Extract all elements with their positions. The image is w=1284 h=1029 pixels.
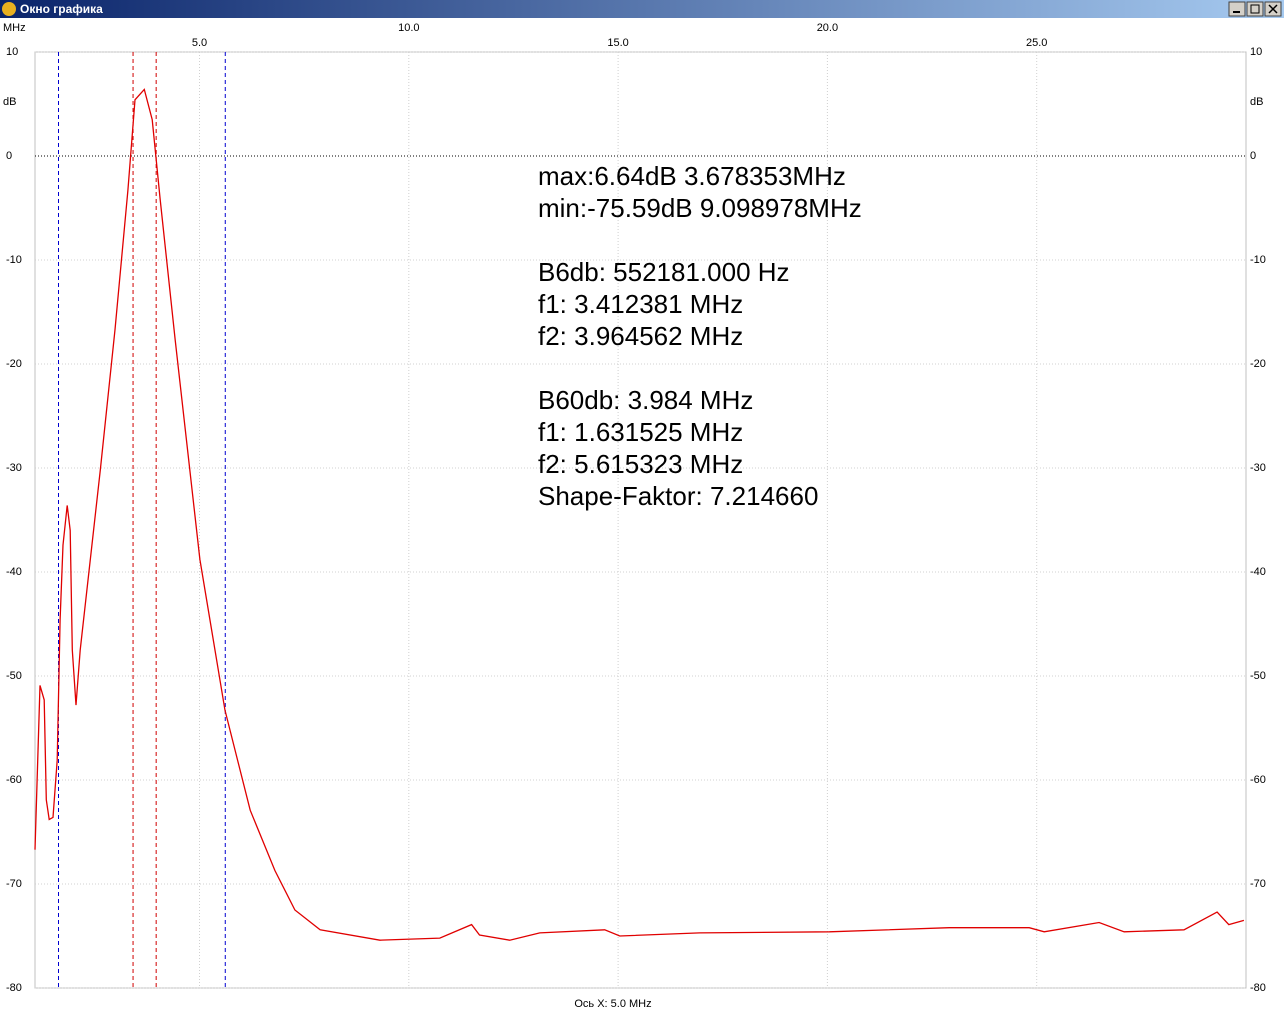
y-tick-label-left: 0 bbox=[6, 150, 12, 162]
x-tick-label: 25.0 bbox=[1026, 37, 1047, 49]
y-tick-label-right: -40 bbox=[1250, 566, 1266, 578]
y-tick-label-right: -10 bbox=[1250, 254, 1266, 266]
annotation-line: f2: 5.615323 MHz bbox=[538, 449, 743, 479]
y-tick-label-right: 10 bbox=[1250, 46, 1262, 58]
annotation-line: f1: 3.412381 MHz bbox=[538, 289, 743, 319]
y-tick-label-left: -10 bbox=[6, 254, 22, 266]
x-axis-note: Ось X: 5.0 MHz bbox=[574, 998, 651, 1010]
x-tick-label: 20.0 bbox=[817, 22, 838, 34]
trace bbox=[34, 88, 1245, 941]
maximize-icon bbox=[1250, 4, 1260, 14]
y-tick-label-left: -20 bbox=[6, 358, 22, 370]
y-unit-right: dB bbox=[1250, 96, 1263, 108]
y-tick-label-right: -80 bbox=[1250, 982, 1266, 994]
y-tick-label-right: 0 bbox=[1250, 150, 1256, 162]
y-tick-label-left: -50 bbox=[6, 670, 22, 682]
annotation-line: B60db: 3.984 MHz bbox=[538, 385, 753, 415]
y-tick-label-right: -50 bbox=[1250, 670, 1266, 682]
y-tick-label-left: -40 bbox=[6, 566, 22, 578]
annotation-line: Shape-Faktor: 7.214660 bbox=[538, 481, 818, 511]
y-tick-label-right: -70 bbox=[1250, 878, 1266, 890]
x-tick-label: 10.0 bbox=[398, 22, 419, 34]
y-tick-label-right: -20 bbox=[1250, 358, 1266, 370]
x-unit: MHz bbox=[3, 22, 26, 34]
title-bar bbox=[0, 0, 1284, 18]
y-tick-label-left: -60 bbox=[6, 774, 22, 786]
maximize-button[interactable] bbox=[1246, 1, 1264, 17]
annotation-line: B6db: 552181.000 Hz bbox=[538, 257, 790, 287]
y-unit-left: dB bbox=[3, 96, 16, 108]
y-tick-label-left: -70 bbox=[6, 878, 22, 890]
annotation-line: f1: 1.631525 MHz bbox=[538, 417, 743, 447]
window-buttons[interactable] bbox=[1228, 1, 1282, 17]
y-tick-label-left: -30 bbox=[6, 462, 22, 474]
annotation-line: max:6.64dB 3.678353MHz bbox=[538, 161, 846, 191]
y-tick-label-right: -60 bbox=[1250, 774, 1266, 786]
annotation-line: min:-75.59dB 9.098978MHz bbox=[538, 193, 862, 223]
app-icon bbox=[2, 2, 16, 16]
y-tick-label-left: 10 bbox=[6, 46, 18, 58]
plot-frame bbox=[34, 51, 1247, 989]
y-tick-label-left: -80 bbox=[6, 982, 22, 994]
window-title: Окно графика bbox=[20, 2, 103, 16]
x-tick-label: 5.0 bbox=[192, 37, 207, 49]
y-tick-label-right: -30 bbox=[1250, 462, 1266, 474]
close-icon bbox=[1268, 4, 1278, 14]
x-tick-label: 15.0 bbox=[607, 37, 628, 49]
minimize-button[interactable] bbox=[1228, 1, 1246, 17]
annotation-line: f2: 3.964562 MHz bbox=[538, 321, 743, 351]
